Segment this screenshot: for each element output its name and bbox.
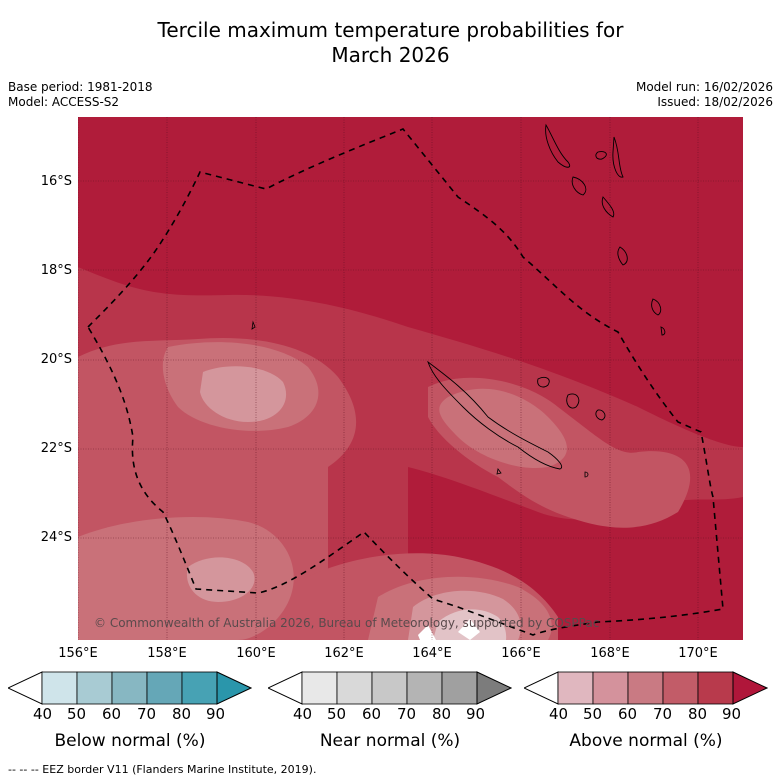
contour-60-sw: [78, 517, 294, 640]
cbar-below-tick: 70: [137, 705, 157, 723]
cbar-below-tri-right: [216, 671, 252, 705]
cbar-above-tri-left: [524, 671, 559, 705]
title-line-1: Tercile maximum temperature probabilitie…: [157, 18, 624, 42]
cbar-near-seg-4: [406, 671, 443, 705]
eez-border: [86, 128, 724, 636]
cbar-above-seg-3: [627, 671, 664, 705]
lat-label-24s: 24°S: [40, 530, 72, 545]
cbar-below-tick: 40: [33, 705, 53, 723]
vanuatu-islands: [545, 123, 666, 336]
contour-50: [200, 366, 287, 422]
contour-white: [458, 619, 480, 640]
cbar-near-seg-2: [336, 671, 373, 705]
lon-label-158e: 158°E: [147, 646, 187, 661]
cbar-above-tick: 40: [549, 705, 569, 723]
lon-label-156e: 156°E: [58, 646, 98, 661]
cbar-near-seg-5: [441, 671, 478, 705]
lon-label-162e: 162°E: [324, 646, 364, 661]
cbar-above-tick: 50: [583, 705, 603, 723]
title-line-2: March 2026: [331, 43, 450, 67]
copyright-notice: © Commonwealth of Australia 2026, Bureau…: [94, 616, 599, 630]
cbar-below-tick: 60: [102, 705, 122, 723]
cbar-below-seg-3: [111, 671, 148, 705]
cbar-near-seg-1: [301, 671, 338, 705]
cbar-above-tri-right: [732, 671, 768, 705]
islets: [251, 320, 589, 478]
contour-60-east: [439, 388, 567, 468]
cbar-near-tri-right: [476, 671, 512, 705]
cbar-below-seg-1: [41, 671, 78, 705]
eez-footer-note: -- -- -- EEZ border V11 (Flanders Marine…: [8, 763, 317, 776]
cbar-near-tick: 80: [432, 705, 452, 723]
cbar-below-title: Below normal (%): [54, 731, 206, 751]
colorbar-near-normal: [268, 671, 512, 705]
lon-label-160e: 160°E: [236, 646, 276, 661]
model-run: Model run: 16/02/2026: [635, 80, 773, 94]
cbar-below-seg-4: [146, 671, 183, 705]
cbar-above-tick: 80: [688, 705, 708, 723]
cbar-above-seg-1: [557, 671, 594, 705]
cbar-below-tri-left: [8, 671, 43, 705]
cbar-below-seg-5: [181, 671, 218, 705]
contour-50-sw: [186, 557, 255, 602]
meta-left: Base period: 1981-2018 Model: ACCESS-S2: [8, 80, 153, 110]
cbar-below-tick: 50: [67, 705, 87, 723]
lon-label-168e: 168°E: [590, 646, 630, 661]
cbar-near-tick: 50: [327, 705, 347, 723]
lat-label-20s: 20°S: [40, 352, 72, 367]
colorbar-below-normal: [8, 671, 252, 705]
base-period: Base period: 1981-2018: [8, 80, 153, 94]
cbar-near-tick: 60: [362, 705, 382, 723]
cbar-above-tick: 90: [722, 705, 742, 723]
cbar-near-tick: 70: [397, 705, 417, 723]
cbar-below-tick: 80: [172, 705, 192, 723]
cbar-below-tick: 90: [206, 705, 226, 723]
cbar-above-seg-5: [697, 671, 734, 705]
lon-label-170e: 170°E: [678, 646, 718, 661]
cbar-above-seg-4: [662, 671, 699, 705]
cbar-near-tick: 90: [466, 705, 486, 723]
colorbar-above-normal: [524, 671, 768, 705]
cbar-near-tri-left: [268, 671, 303, 705]
cbar-above-tick: 60: [618, 705, 638, 723]
lat-label-16s: 16°S: [40, 174, 72, 189]
new-caledonia-island: [427, 360, 563, 470]
contour-white-2: [418, 625, 436, 640]
cbar-near-tick: 40: [293, 705, 313, 723]
lon-label-164e: 164°E: [412, 646, 452, 661]
lon-label-166e: 166°E: [501, 646, 541, 661]
graticule: [78, 117, 743, 640]
cbar-above-title: Above normal (%): [569, 731, 723, 751]
cbar-above-seg-2: [592, 671, 629, 705]
issued-date: Issued: 18/02/2026: [657, 95, 773, 109]
loyalty-islands: [537, 376, 606, 421]
map-title: Tercile maximum temperature probabilitie…: [0, 18, 781, 68]
cbar-near-title: Near normal (%): [319, 731, 461, 751]
cbar-below-seg-2: [76, 671, 113, 705]
lat-label-22s: 22°S: [40, 441, 72, 456]
lat-label-18s: 18°S: [40, 263, 72, 278]
probability-map: © Commonwealth of Australia 2026, Bureau…: [78, 117, 743, 640]
model-name: Model: ACCESS-S2: [8, 95, 120, 109]
cbar-near-seg-3: [371, 671, 408, 705]
cbar-above-tick: 70: [653, 705, 673, 723]
meta-right: Model run: 16/02/2026 Issued: 18/02/2026: [636, 80, 773, 110]
